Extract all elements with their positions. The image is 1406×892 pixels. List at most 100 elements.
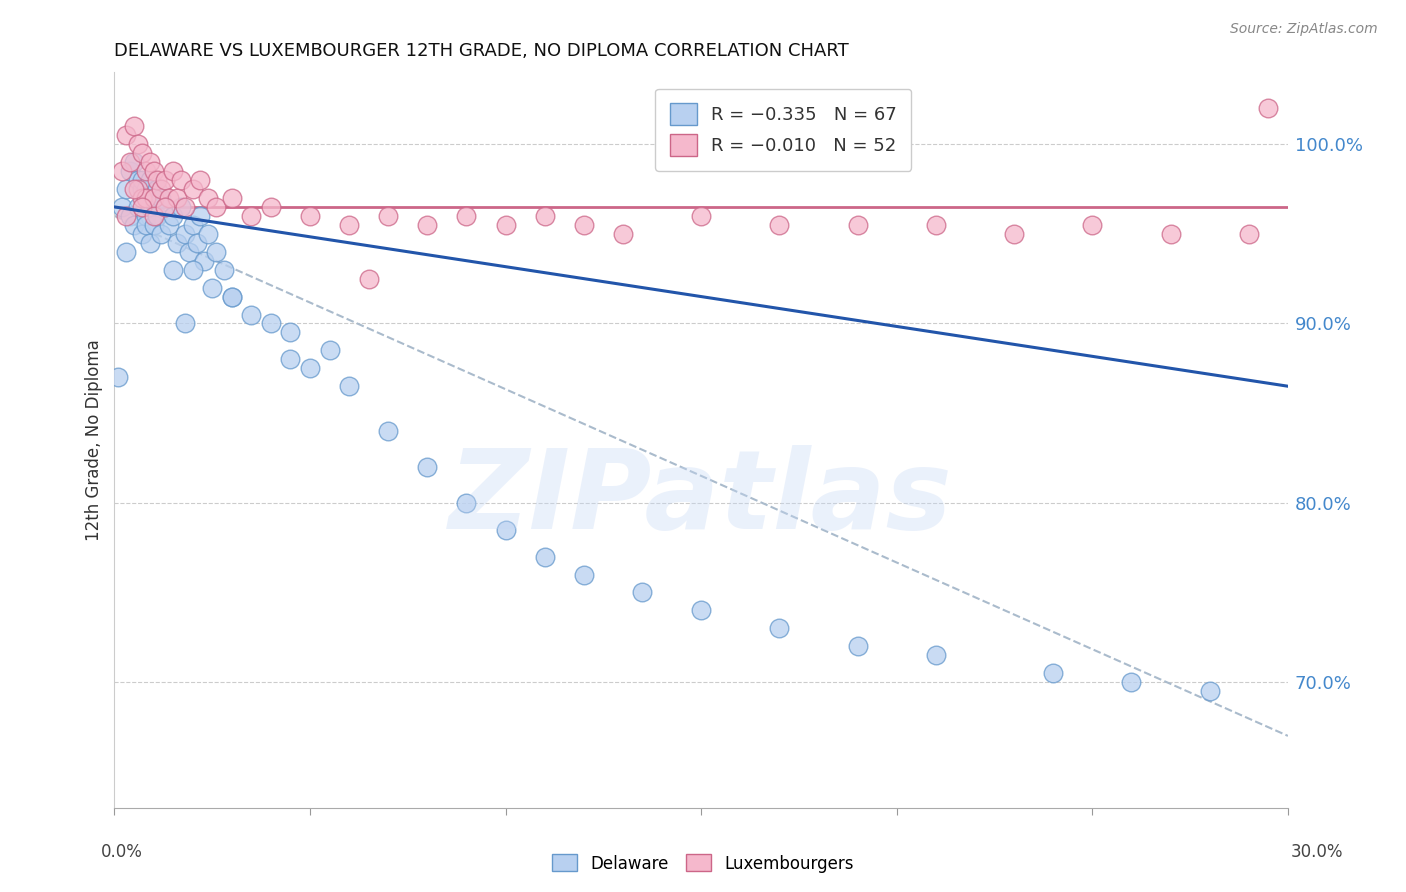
Point <box>240 209 263 223</box>
Point <box>142 218 165 232</box>
Y-axis label: 12th Grade, No Diploma: 12th Grade, No Diploma <box>86 339 103 541</box>
Point <box>142 191 165 205</box>
Point <box>131 182 153 196</box>
Point <box>280 326 302 340</box>
Point <box>768 621 790 635</box>
Point <box>142 164 165 178</box>
Point <box>135 209 157 223</box>
Text: 30.0%: 30.0% <box>1291 843 1343 861</box>
Point <box>357 271 380 285</box>
Point <box>495 218 517 232</box>
Point <box>135 182 157 196</box>
Point <box>173 317 195 331</box>
Text: Source: ZipAtlas.com: Source: ZipAtlas.com <box>1230 22 1378 37</box>
Point <box>162 209 184 223</box>
Point <box>115 182 138 196</box>
Point <box>1198 684 1220 698</box>
Point <box>533 549 555 564</box>
Point <box>155 173 177 187</box>
Point <box>190 173 212 187</box>
Point <box>298 361 321 376</box>
Point <box>146 173 169 187</box>
Point <box>925 648 948 663</box>
Point <box>318 343 340 358</box>
Point <box>111 200 134 214</box>
Point <box>1160 227 1182 241</box>
Point <box>138 173 160 187</box>
Point <box>260 200 283 214</box>
Point <box>533 209 555 223</box>
Point <box>170 173 193 187</box>
Point <box>337 379 360 393</box>
Point <box>181 262 204 277</box>
Point <box>416 218 439 232</box>
Point <box>690 209 713 223</box>
Point <box>135 191 157 205</box>
Point <box>212 262 235 277</box>
Point <box>416 459 439 474</box>
Point <box>456 209 478 223</box>
Point <box>146 182 169 196</box>
Point <box>131 200 153 214</box>
Text: ZIPatlas: ZIPatlas <box>450 445 953 552</box>
Point <box>138 155 160 169</box>
Point <box>631 585 654 599</box>
Point <box>240 308 263 322</box>
Point <box>181 218 204 232</box>
Point <box>190 209 212 223</box>
Point <box>142 194 165 209</box>
Point <box>131 227 153 241</box>
Legend: R = −0.335   N = 67, R = −0.010   N = 52: R = −0.335 N = 67, R = −0.010 N = 52 <box>655 89 911 170</box>
Point <box>205 200 228 214</box>
Point <box>298 209 321 223</box>
Point <box>205 244 228 259</box>
Point <box>221 289 243 303</box>
Point <box>157 191 180 205</box>
Point <box>170 200 193 214</box>
Point <box>138 200 160 214</box>
Point <box>131 191 153 205</box>
Point <box>115 128 138 143</box>
Point <box>127 200 149 214</box>
Point <box>115 244 138 259</box>
Point <box>127 137 149 152</box>
Point <box>120 209 142 223</box>
Point <box>127 182 149 196</box>
Point <box>925 218 948 232</box>
Point <box>768 218 790 232</box>
Point <box>111 164 134 178</box>
Point <box>221 191 243 205</box>
Legend: Delaware, Luxembourgers: Delaware, Luxembourgers <box>546 847 860 880</box>
Point <box>131 146 153 161</box>
Text: DELAWARE VS LUXEMBOURGER 12TH GRADE, NO DIPLOMA CORRELATION CHART: DELAWARE VS LUXEMBOURGER 12TH GRADE, NO … <box>114 42 849 60</box>
Point <box>572 567 595 582</box>
Point <box>337 218 360 232</box>
Point <box>1257 101 1279 115</box>
Point <box>377 209 399 223</box>
Point <box>120 155 142 169</box>
Point <box>155 200 177 214</box>
Point <box>612 227 634 241</box>
Point <box>162 262 184 277</box>
Point <box>1002 227 1025 241</box>
Point <box>690 603 713 617</box>
Point <box>846 218 869 232</box>
Point <box>1042 666 1064 681</box>
Point <box>122 182 145 196</box>
Point <box>186 235 208 250</box>
Point <box>157 218 180 232</box>
Point <box>173 200 195 214</box>
Point <box>260 317 283 331</box>
Point <box>1081 218 1104 232</box>
Point <box>142 191 165 205</box>
Point <box>197 191 219 205</box>
Point <box>107 370 129 384</box>
Point <box>456 496 478 510</box>
Point <box>181 182 204 196</box>
Point <box>173 227 195 241</box>
Point <box>135 218 157 232</box>
Point <box>377 424 399 438</box>
Point <box>122 120 145 134</box>
Point <box>127 173 149 187</box>
Point <box>131 173 153 187</box>
